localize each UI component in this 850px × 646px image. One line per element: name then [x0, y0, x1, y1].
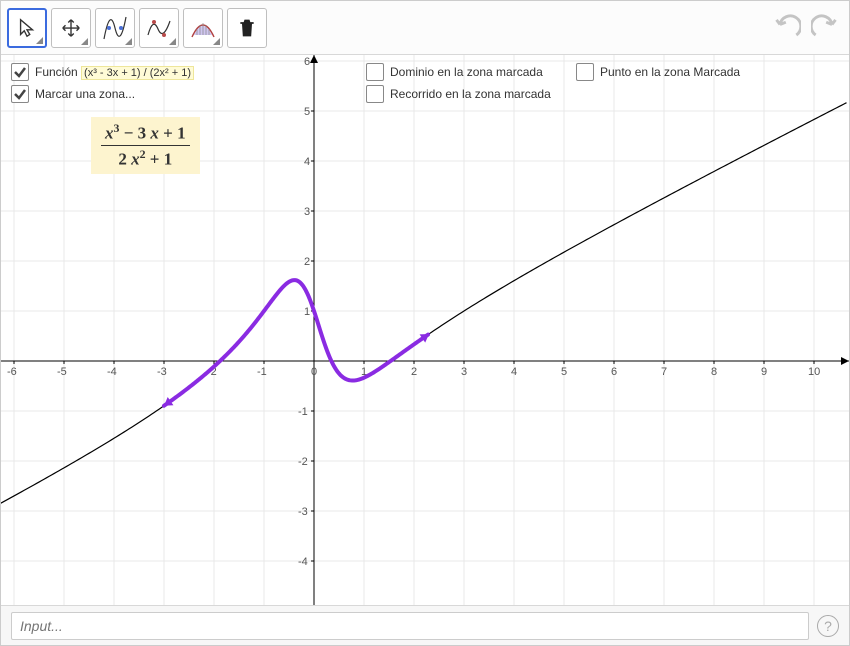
pointer-tool[interactable]: [7, 8, 47, 48]
svg-text:2: 2: [304, 256, 310, 268]
punto-checkbox[interactable]: [576, 63, 594, 81]
funcion-label: Función (x³ - 3x + 1) / (2x² + 1): [35, 65, 194, 79]
toolbar: [1, 1, 849, 55]
svg-text:1: 1: [304, 306, 310, 318]
dominio-label: Dominio en la zona marcada: [390, 65, 543, 79]
recorrido-checkbox[interactable]: [366, 85, 384, 103]
graph-area[interactable]: -6-5-4-3-2-1012345678910-4-3-2-1123456 F…: [1, 55, 849, 605]
dominio-checkbox[interactable]: [366, 63, 384, 81]
svg-text:-1: -1: [257, 366, 267, 378]
marcar-zona-checkbox[interactable]: [11, 85, 29, 103]
svg-text:6: 6: [304, 56, 310, 68]
svg-text:5: 5: [304, 106, 310, 118]
svg-text:8: 8: [711, 366, 717, 378]
svg-text:-6: -6: [7, 366, 17, 378]
mid-checkbox-panel: Dominio en la zona marcada Recorrido en …: [366, 63, 551, 107]
help-button[interactable]: ?: [817, 615, 839, 637]
punto-label: Punto en la zona Marcada: [600, 65, 740, 79]
input-bar: ?: [1, 605, 849, 645]
marcar-zona-label: Marcar una zona...: [35, 87, 135, 101]
recorrido-label: Recorrido en la zona marcada: [390, 87, 551, 101]
area-tool[interactable]: [183, 8, 223, 48]
svg-text:4: 4: [304, 156, 310, 168]
svg-text:4: 4: [511, 366, 517, 378]
roots-tool[interactable]: [95, 8, 135, 48]
move-tool[interactable]: [51, 8, 91, 48]
extrema-tool[interactable]: [139, 8, 179, 48]
svg-text:-1: -1: [298, 406, 308, 418]
svg-text:-2: -2: [298, 456, 308, 468]
svg-text:3: 3: [304, 206, 310, 218]
undo-button[interactable]: [773, 14, 801, 42]
app-root: -6-5-4-3-2-1012345678910-4-3-2-1123456 F…: [0, 0, 850, 646]
svg-text:5: 5: [561, 366, 567, 378]
svg-text:6: 6: [611, 366, 617, 378]
left-checkbox-panel: Función (x³ - 3x + 1) / (2x² + 1) Marcar…: [11, 63, 194, 107]
right-checkbox-panel: Punto en la zona Marcada: [576, 63, 740, 85]
svg-text:2: 2: [411, 366, 417, 378]
svg-text:10: 10: [808, 366, 820, 378]
svg-text:-4: -4: [298, 556, 308, 568]
svg-text:0: 0: [311, 366, 317, 378]
svg-text:-5: -5: [57, 366, 67, 378]
svg-text:7: 7: [661, 366, 667, 378]
svg-text:-4: -4: [107, 366, 117, 378]
undo-redo-group: [773, 1, 839, 54]
svg-text:3: 3: [461, 366, 467, 378]
redo-button[interactable]: [811, 14, 839, 42]
funcion-checkbox[interactable]: [11, 63, 29, 81]
command-input[interactable]: [11, 612, 809, 640]
svg-text:-3: -3: [298, 506, 308, 518]
svg-text:-3: -3: [157, 366, 167, 378]
svg-text:9: 9: [761, 366, 767, 378]
delete-tool[interactable]: [227, 8, 267, 48]
formula-display: x3 − 3 x + 1 2 x2 + 1: [91, 117, 200, 174]
